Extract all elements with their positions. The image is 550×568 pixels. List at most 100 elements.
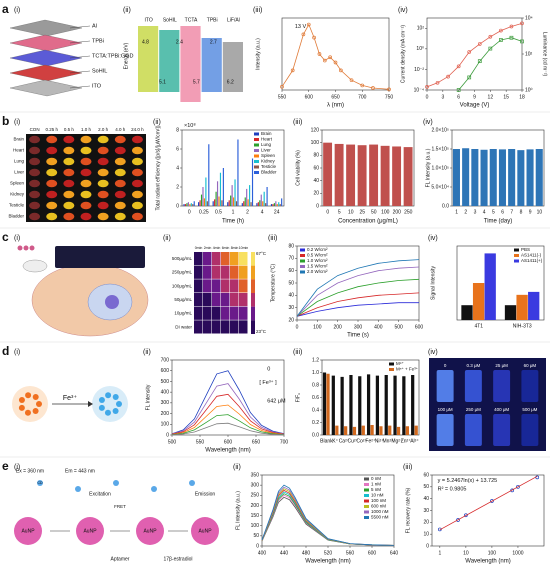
thermal-cell	[239, 279, 248, 293]
carbon-dot	[37, 480, 43, 486]
dot	[24, 409, 31, 416]
marker	[446, 74, 450, 79]
y-axis-label: Total radiant efficiency ([p/s]/[μW/cm²]…	[155, 125, 161, 210]
thermal-cell	[212, 306, 221, 320]
aunp	[136, 517, 164, 545]
y-tick-label: 80	[313, 153, 319, 159]
y-tick-label: 0	[176, 203, 179, 209]
line-series	[296, 259, 420, 317]
marker	[349, 78, 354, 83]
bar	[272, 204, 274, 206]
bar	[396, 426, 401, 435]
energy-level	[180, 26, 201, 102]
x-tick-label: 200	[333, 324, 342, 330]
x-tick-label: 6	[501, 209, 504, 215]
marker	[520, 39, 524, 44]
organ	[46, 146, 58, 155]
legend-swatch	[254, 149, 259, 152]
legend-swatch	[514, 248, 519, 252]
y-tick-label: 100	[161, 422, 170, 428]
organ	[29, 135, 41, 144]
annotation: R² = 0.9805	[438, 487, 467, 493]
organ	[114, 135, 126, 144]
x-tick-label: 700	[280, 439, 289, 445]
thermal-cell	[212, 252, 221, 266]
x-axis-label: λ (nm)	[327, 103, 344, 109]
legend-swatch	[254, 160, 259, 163]
organ	[80, 135, 92, 144]
x-tick-label: 50	[371, 209, 377, 215]
legend-label: Heart	[261, 137, 273, 142]
y-tick-label: 40	[313, 178, 319, 184]
bar	[414, 425, 418, 435]
bar	[370, 425, 374, 435]
x-tick-label: Blank	[320, 438, 333, 444]
bar	[256, 203, 258, 206]
x-tick-label: 4T1	[474, 323, 483, 329]
energy-level	[201, 38, 222, 92]
legend-swatch	[514, 259, 519, 263]
marker	[464, 513, 468, 518]
legend-label: 600 nM	[371, 504, 386, 509]
line-series	[171, 383, 285, 435]
marker	[520, 21, 524, 26]
x-tick-label: 400	[374, 324, 383, 330]
bar	[358, 376, 362, 435]
colorbar	[251, 320, 255, 334]
row-label: Lung	[14, 159, 25, 164]
x-axis-label: Concentration (μg/mL)	[338, 219, 398, 225]
marker	[322, 58, 327, 63]
y-tick-label: 30	[423, 508, 429, 514]
scale-label: 67°C	[256, 251, 267, 256]
vial	[521, 370, 539, 402]
x-tick-label: 1	[232, 209, 235, 215]
layer	[9, 79, 83, 97]
x-tick-label: NIH-3T3	[513, 323, 532, 329]
y-tick-label: 5.0×10⁴	[431, 184, 449, 190]
row-label: 10μg/mL	[174, 311, 192, 316]
bar	[241, 203, 243, 206]
thermal-cell	[221, 252, 230, 266]
row-letter: b	[2, 114, 9, 128]
organ	[29, 157, 41, 166]
column-label: 2.0 h	[98, 127, 109, 132]
organ	[63, 168, 75, 177]
bar	[472, 283, 485, 320]
row-label: Spleen	[10, 181, 25, 186]
carbon-dot	[151, 486, 157, 492]
dot	[18, 397, 25, 404]
y-tick-label: 20	[288, 317, 294, 323]
bar	[198, 202, 200, 206]
y-tick-label: 0.4	[312, 407, 319, 413]
x-tick-label: 0	[188, 209, 191, 215]
x-tick-label: 1000	[512, 550, 523, 556]
line-series	[171, 422, 285, 436]
legend-label: Lung	[261, 142, 272, 147]
organ	[63, 135, 75, 144]
legend-label: PBS	[521, 247, 530, 252]
organ	[63, 212, 75, 221]
legend-label: 100 nM	[371, 498, 386, 503]
y-tick-label: 200	[161, 411, 170, 417]
y-tick-label: 0	[426, 543, 429, 549]
bar	[235, 201, 238, 206]
x-tick-label: 9	[473, 94, 476, 100]
x-tick-label: 15	[503, 94, 509, 100]
y-tick-label: 10⁻⁴	[414, 87, 424, 93]
thermal-cell	[203, 279, 212, 293]
y-tick-label: 2	[176, 184, 179, 190]
legend-label: 0.5 W/cm²	[307, 253, 328, 258]
thermal-cell	[203, 320, 212, 334]
leader	[69, 55, 91, 59]
legend-swatch	[364, 483, 369, 486]
organ	[131, 212, 143, 221]
panel-label: (iii)	[253, 7, 262, 14]
legend-swatch	[389, 362, 394, 366]
y-tick-label: 0.0	[312, 432, 319, 438]
x-axis-label: Time (h)	[222, 219, 244, 225]
scale-label: 23°C	[256, 329, 267, 334]
bar	[215, 191, 217, 206]
dot	[18, 404, 25, 411]
row-letter: d	[2, 344, 9, 358]
line-series	[296, 278, 420, 317]
